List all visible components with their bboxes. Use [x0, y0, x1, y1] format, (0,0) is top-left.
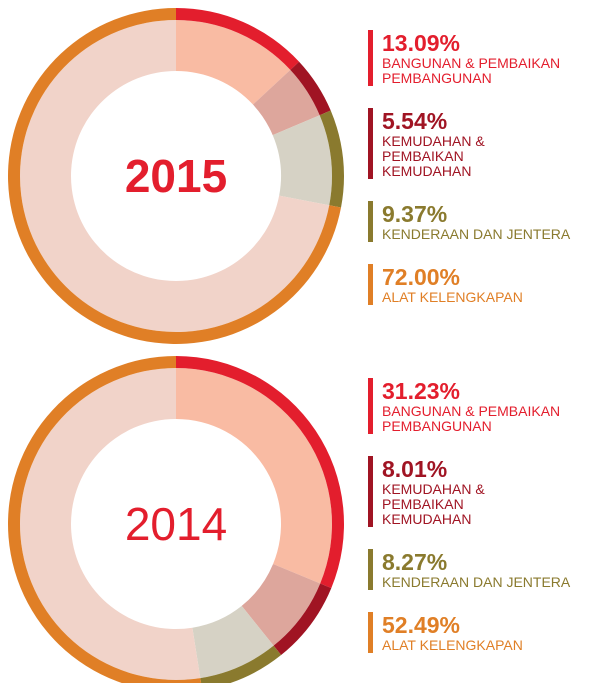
legend-label: ALAT KELENGKAPAN [382, 637, 523, 653]
legend-entry: 8.01% KEMUDAHAN & PEMBAIKAN KEMUDAHAN [368, 456, 613, 527]
slice-inner [192, 605, 274, 679]
chart-title: 2014 [125, 498, 227, 550]
value-label: 52.49% [382, 612, 461, 638]
value-label: 72.00% [382, 264, 461, 290]
slice-ring [290, 61, 331, 116]
chart-title: 2015 [125, 150, 227, 202]
slice-ring [176, 356, 344, 589]
value-label: 13.09% [382, 30, 461, 56]
legend-label: KENDERAAN DAN JENTERA [382, 226, 571, 242]
value-label: 9.37% [382, 201, 448, 227]
value-label: 31.23% [382, 378, 461, 404]
legend-label: KENDERAAN DAN JENTERA [382, 574, 571, 590]
value-label: 8.27% [382, 549, 448, 575]
slice-inner [252, 69, 320, 136]
legend-entry: 13.09% BANGUNAN & PEMBAIKAN PEMBANGUNAN [368, 30, 613, 86]
legend-label: KEMUDAHAN & PEMBAIKAN KEMUDAHAN [382, 481, 485, 527]
legend-entry: 8.27% KENDERAAN DAN JENTERA [368, 549, 613, 590]
legend-entry: 5.54% KEMUDAHAN & PEMBAIKAN KEMUDAHAN [368, 108, 613, 179]
slice-inner [176, 20, 291, 105]
legend: 31.23% BANGUNAN & PEMBAIKAN PEMBANGUNAN 8.… [368, 378, 613, 675]
slice-ring [319, 110, 344, 208]
legend-entry: 31.23% BANGUNAN & PEMBAIKAN PEMBANGUNAN [368, 378, 613, 434]
slice-inner [176, 368, 332, 584]
legend-entry: 9.37% KENDERAAN DAN JENTERA [368, 201, 613, 242]
slice-inner [241, 564, 321, 646]
slice-inner [19, 368, 201, 680]
value-label: 8.01% [382, 456, 448, 482]
slice-inner [19, 20, 330, 332]
slice-inner [272, 115, 332, 206]
slice-ring [200, 645, 282, 683]
slice-ring [176, 8, 300, 70]
value-label: 5.54% [382, 108, 448, 134]
slice-ring [273, 583, 332, 656]
legend-label: BANGUNAN & PEMBAIKAN PEMBANGUNAN [382, 403, 561, 434]
legend-label: ALAT KELENGKAPAN [382, 289, 523, 305]
legend-label: BANGUNAN & PEMBAIKAN PEMBANGUNAN [382, 55, 561, 86]
legend-entry: 72.00% ALAT KELENGKAPAN [368, 264, 613, 305]
legend-label: KEMUDAHAN & PEMBAIKAN KEMUDAHAN [382, 133, 485, 179]
legend-entry: 52.49% ALAT KELENGKAPAN [368, 612, 613, 653]
legend: 13.09% BANGUNAN & PEMBAIKAN PEMBANGUNAN 5.… [368, 30, 613, 327]
